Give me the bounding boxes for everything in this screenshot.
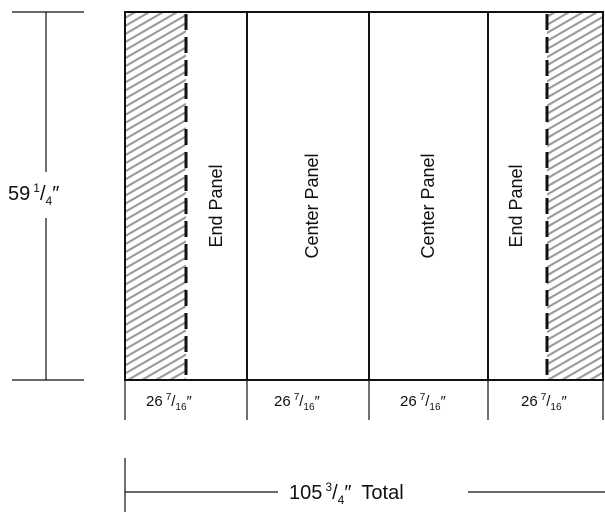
panel-label-end-left: End Panel xyxy=(206,164,226,247)
height-label: 59 1/4″ xyxy=(8,181,59,208)
panel-width-3: 26 7/16″ xyxy=(400,392,447,413)
panel-width-1: 26 7/16″ xyxy=(146,392,193,413)
left-hatch-area xyxy=(125,12,186,380)
right-hatch-area xyxy=(547,12,603,380)
height-dimension: 59 1/4″ xyxy=(8,11,90,381)
panel-width-row: 26 7/16″ 26 7/16″ 26 7/16″ 26 7/16″ xyxy=(124,380,604,420)
panel-width-4: 26 7/16″ xyxy=(521,392,568,413)
panel-label-end-right: End Panel xyxy=(506,164,526,247)
panel-label-center-2: Center Panel xyxy=(418,153,438,258)
panel-frame xyxy=(124,11,604,381)
total-label: 105 3/4″ Total xyxy=(289,480,404,507)
total-dimension: 105 3/4″ Total xyxy=(124,458,605,512)
panel-width-2: 26 7/16″ xyxy=(274,392,321,413)
panel-label-center-1: Center Panel xyxy=(302,153,322,258)
